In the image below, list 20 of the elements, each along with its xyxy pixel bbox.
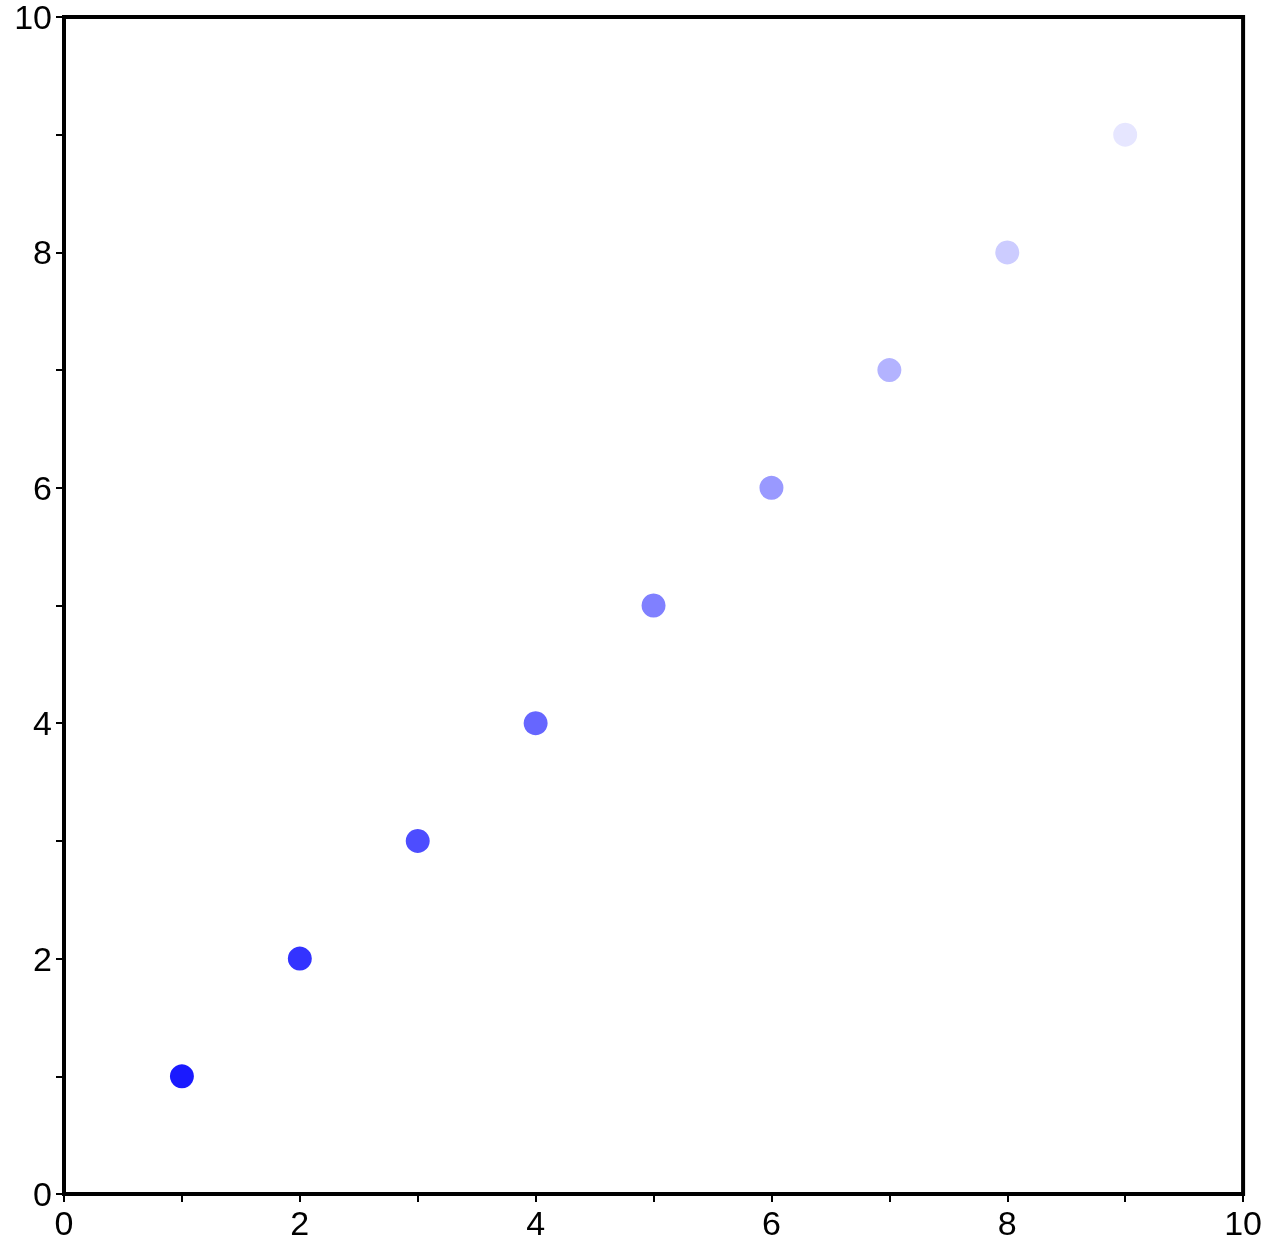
y-tick-label: 10 — [14, 0, 52, 36]
x-tick-label: 2 — [290, 1204, 310, 1242]
y-tick-label: 6 — [33, 468, 52, 507]
point — [877, 358, 902, 383]
y-tick-label: 8 — [33, 233, 52, 272]
point — [995, 240, 1020, 265]
point — [287, 946, 312, 971]
point — [169, 1064, 194, 1089]
point — [1113, 122, 1138, 147]
x-tick-label: 6 — [761, 1204, 781, 1242]
point — [641, 593, 666, 618]
y-tick-label: 2 — [33, 939, 52, 978]
x-tick-label: 10 — [1224, 1204, 1262, 1242]
y-tick-label: 4 — [33, 704, 52, 743]
x-tick-label: 4 — [526, 1204, 546, 1242]
point — [523, 711, 548, 736]
point — [759, 475, 784, 500]
y-tick-label: 0 — [33, 1175, 52, 1213]
x-tick-label: 8 — [997, 1204, 1017, 1242]
point — [405, 828, 430, 853]
